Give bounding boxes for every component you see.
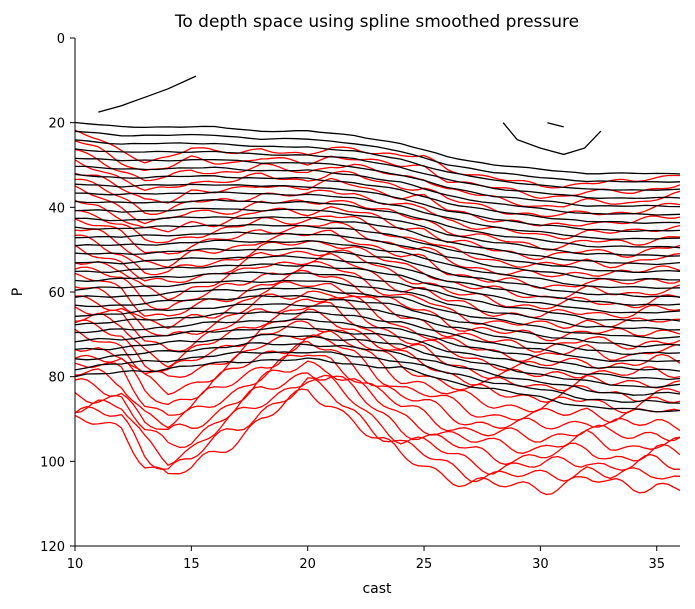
black-contour-layer (75, 75, 680, 413)
black-contour-14 (75, 231, 680, 281)
y-tick-label: 0 (57, 32, 65, 47)
black-contour-fragment-2 (502, 122, 602, 156)
black-contour-27 (75, 333, 680, 389)
red-contour-16 (75, 269, 680, 342)
black-contour-5 (75, 157, 680, 208)
red-contour-17 (75, 280, 680, 353)
x-tick-label: 10 (67, 557, 84, 572)
red-contour-5 (75, 172, 680, 227)
red-contour-4 (75, 159, 680, 218)
red-contour-11 (75, 228, 680, 289)
y-tick-label: 100 (40, 455, 65, 470)
y-tick-label: 80 (48, 371, 65, 386)
y-tick-label: 40 (48, 201, 65, 216)
black-contour-25 (75, 318, 680, 372)
black-contour-10 (75, 199, 680, 249)
x-axis-label: cast (362, 581, 392, 597)
black-contour-1 (75, 121, 680, 175)
black-contour-13 (75, 223, 680, 274)
black-contour-9 (75, 191, 680, 240)
y-axis-label: P (10, 288, 26, 296)
red-contour-2 (75, 140, 680, 200)
red-contour-25 (75, 340, 680, 432)
black-contour-12 (75, 216, 680, 266)
red-contour-15 (75, 260, 680, 329)
red-contour-24 (75, 334, 680, 424)
red-contour-29 (75, 374, 680, 475)
black-contour-7 (75, 173, 680, 224)
black-contour-22 (75, 294, 680, 348)
black-contour-26 (75, 325, 680, 381)
black-contour-4 (75, 148, 680, 199)
black-contour-28 (75, 342, 680, 396)
red-contour-8 (75, 199, 680, 261)
red-contour-1 (75, 129, 680, 189)
red-contour-20 (75, 301, 680, 380)
black-contour-20 (75, 279, 680, 331)
x-tick-label: 35 (648, 557, 665, 572)
black-contour-2 (75, 130, 680, 183)
x-ticks: 10 15 20 25 30 35 (67, 546, 665, 572)
black-contour-8 (75, 183, 680, 233)
red-contour-14 (75, 252, 680, 319)
red-contour-28 (75, 372, 680, 466)
red-contour-31 (75, 388, 680, 496)
y-ticks: 0 20 40 60 80 100 120 (40, 32, 75, 555)
black-contour-23 (75, 303, 680, 355)
black-contour-19 (75, 271, 680, 322)
black-contour-15 (75, 239, 680, 289)
red-contour-18 (75, 290, 680, 362)
red-contour-9 (75, 209, 680, 269)
black-contour-fragment-3 (547, 122, 564, 128)
black-contour-fragment-1 (98, 75, 197, 113)
black-contour-6 (75, 165, 680, 216)
red-contour-21 (75, 308, 680, 392)
x-tick-label: 30 (532, 557, 549, 572)
red-contour-13 (75, 244, 680, 310)
black-contour-3 (75, 139, 680, 191)
x-tick-label: 20 (299, 557, 316, 572)
black-contour-29 (75, 351, 680, 404)
black-contour-18 (75, 263, 680, 314)
y-tick-label: 20 (48, 117, 65, 132)
black-contour-30 (75, 357, 680, 413)
x-tick-label: 15 (183, 557, 200, 572)
black-contour-24 (75, 311, 680, 363)
y-tick-label: 60 (48, 286, 65, 301)
chart-title: To depth space using spline smoothed pre… (174, 12, 579, 32)
black-contour-16 (75, 247, 680, 298)
y-tick-label: 120 (40, 540, 65, 555)
black-contour-17 (75, 255, 680, 306)
red-contour-27 (75, 360, 680, 454)
black-contour-21 (75, 286, 680, 340)
black-contour-11 (75, 207, 680, 257)
x-tick-label: 25 (416, 557, 433, 572)
